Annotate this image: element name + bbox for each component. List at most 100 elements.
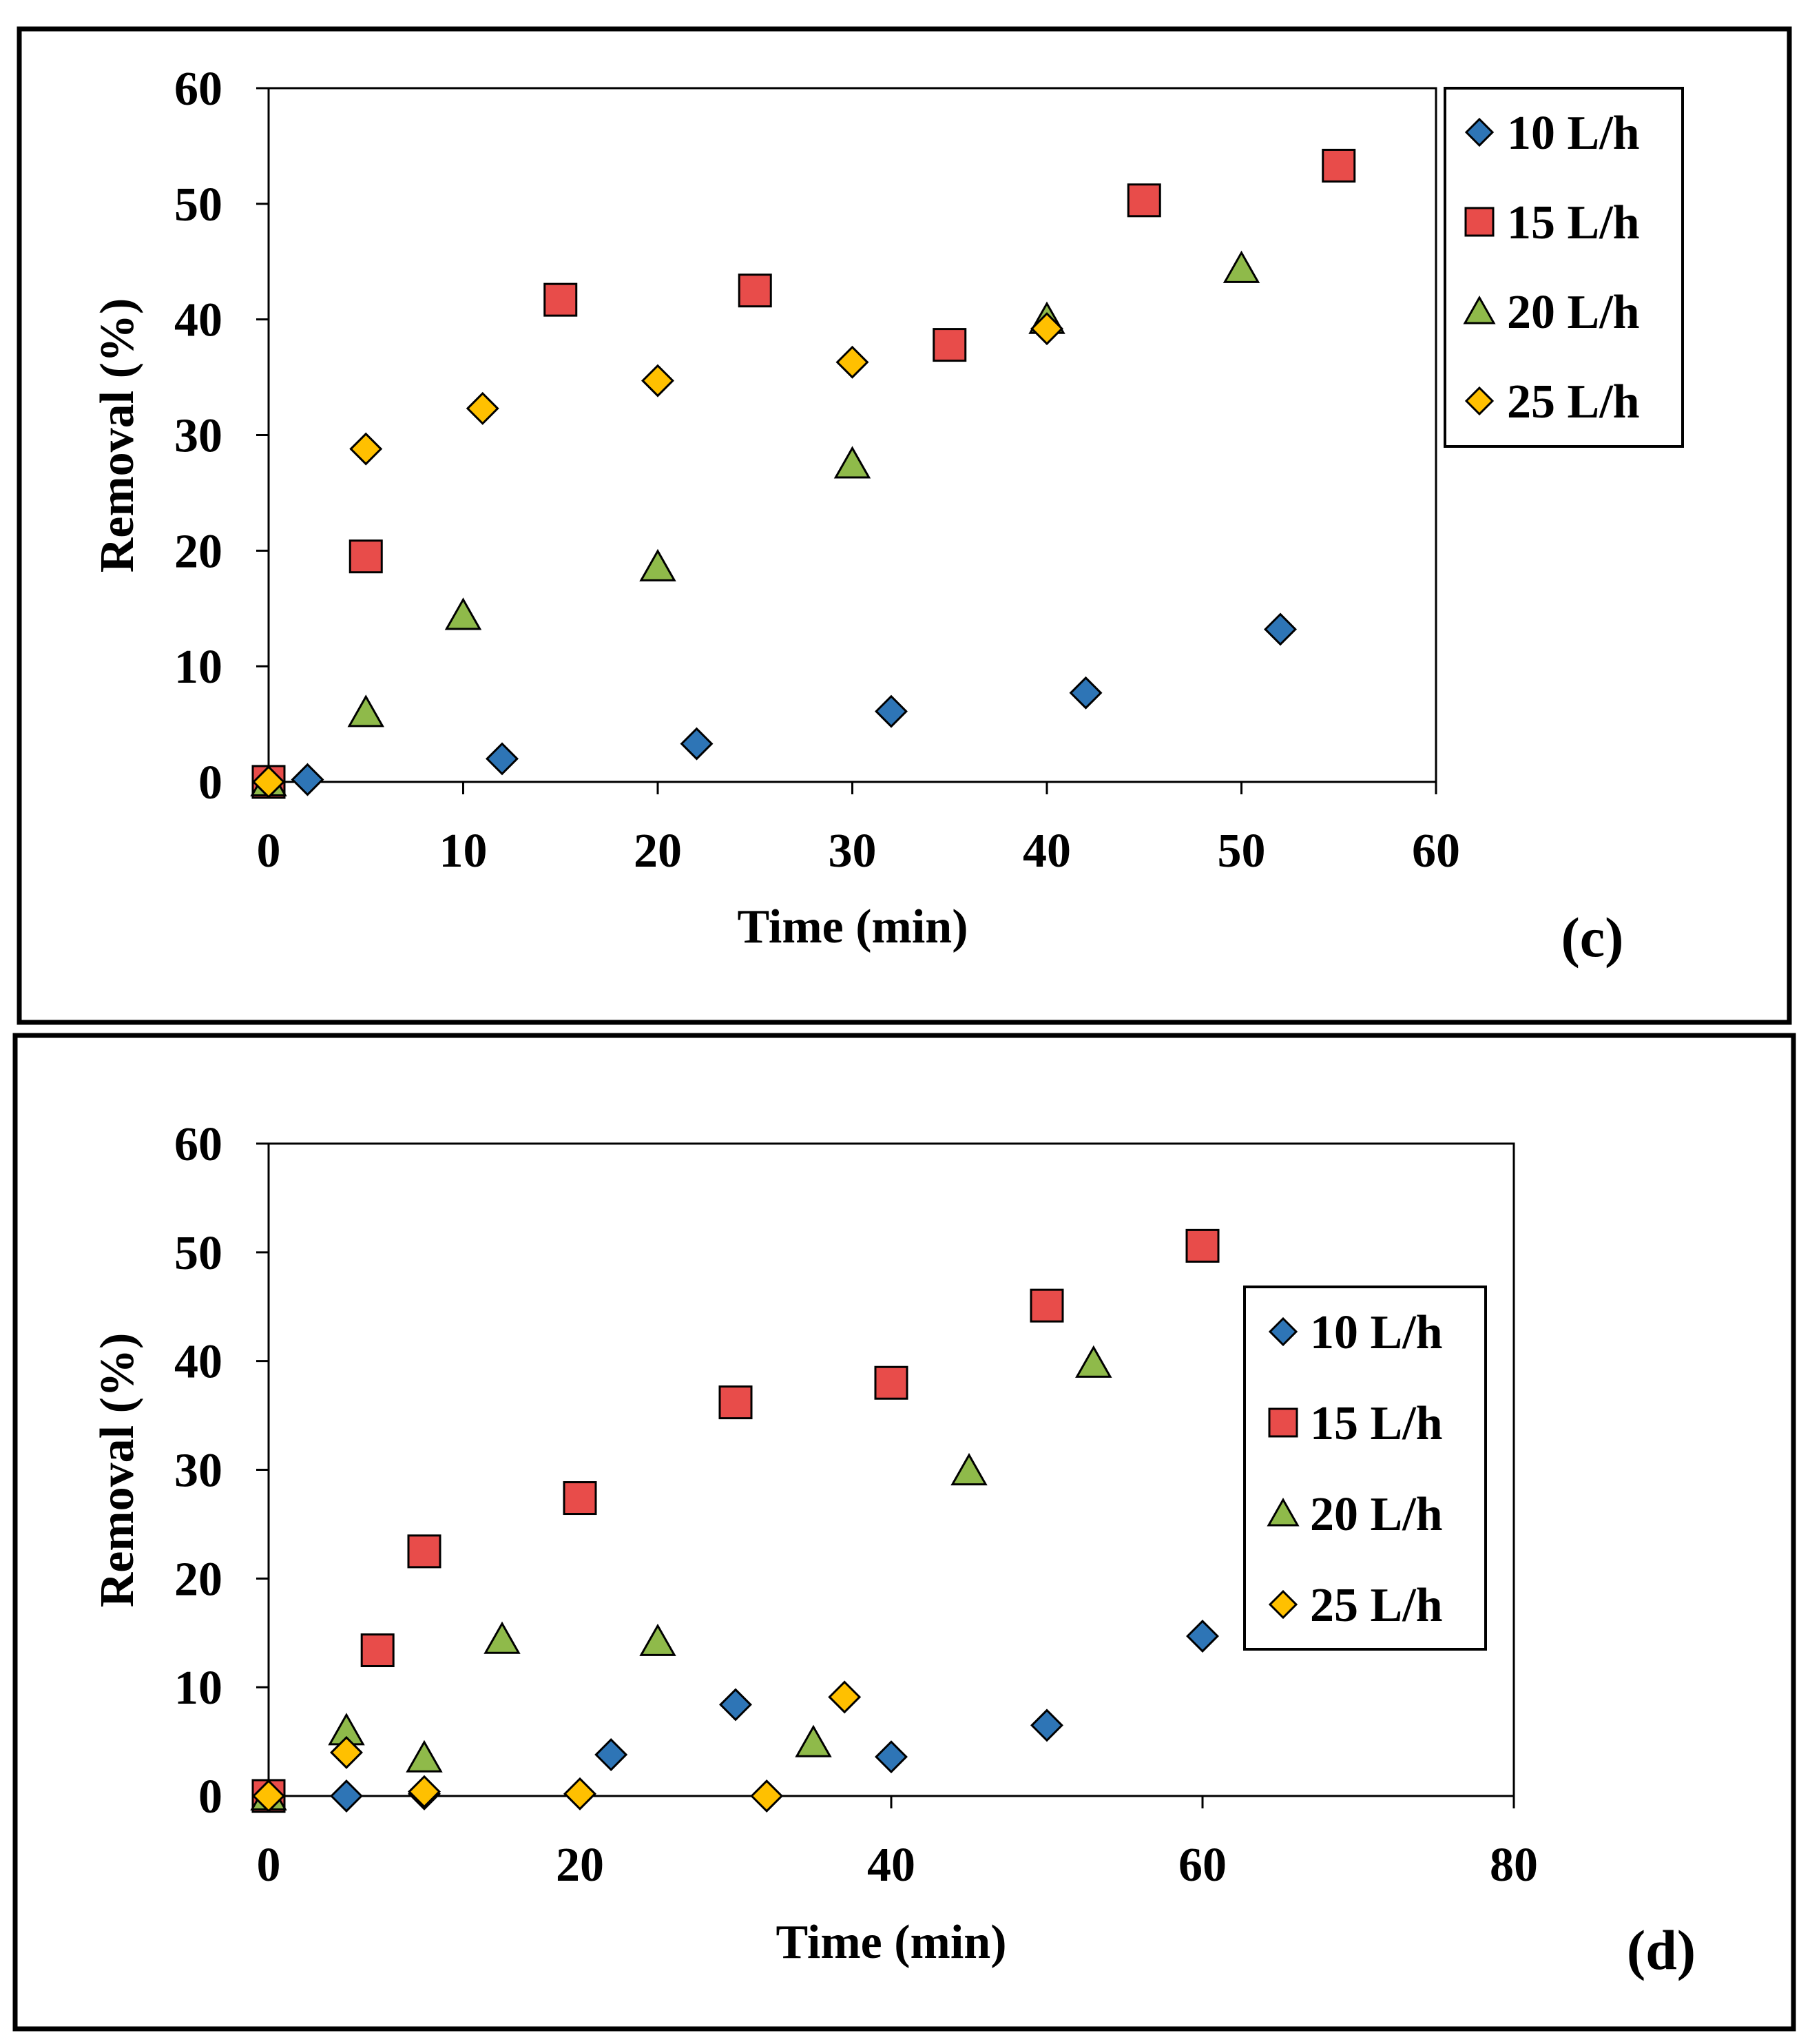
data-point: [1030, 1288, 1064, 1323]
data-point: [1127, 183, 1161, 218]
y-tick-label: 0: [198, 1771, 222, 1824]
data-point: [1030, 1709, 1063, 1742]
panel-c-x-axis-title: Time (min): [737, 900, 968, 953]
y-tick-label: 40: [174, 294, 222, 347]
data-point: [543, 282, 578, 317]
data-point: [1264, 612, 1297, 646]
legend-marker: [1268, 1407, 1298, 1438]
data-point: [875, 1740, 908, 1774]
y-tick-label: 50: [174, 178, 222, 231]
data-point: [1030, 312, 1063, 346]
legend-label: 20 L/h: [1310, 1488, 1443, 1541]
data-point: [950, 1453, 988, 1486]
panel-c-y-axis-title: Removal (%): [91, 298, 144, 573]
data-point: [330, 1779, 363, 1813]
data-point: [1075, 1345, 1112, 1378]
data-point: [874, 1365, 908, 1400]
x-tick-label: 50: [1218, 825, 1266, 878]
data-point: [639, 548, 676, 581]
data-point: [738, 273, 772, 308]
data-point: [1186, 1620, 1219, 1653]
y-tick-label: 10: [174, 641, 222, 694]
data-point: [933, 328, 967, 362]
data-point: [1223, 250, 1260, 283]
panel-c-legend-box: [1444, 87, 1684, 448]
data-point: [719, 1688, 752, 1722]
panel-d-data-points: [250, 1228, 1220, 1813]
data-point: [252, 765, 285, 798]
x-tick-label: 0: [257, 1839, 281, 1892]
panel-c-plot-area: [267, 87, 1437, 783]
data-point: [594, 1738, 628, 1771]
legend-label: 20 L/h: [1507, 286, 1640, 339]
legend-label: 25 L/h: [1507, 375, 1640, 429]
data-point: [718, 1385, 753, 1420]
panel-c-x-ticks: 0 10 20 30 40 50 60: [257, 782, 1460, 878]
data-point: [680, 727, 714, 761]
x-tick-label: 20: [556, 1839, 604, 1892]
y-tick-label: 0: [198, 756, 222, 809]
x-tick-label: 0: [257, 825, 281, 878]
data-point: [1322, 148, 1356, 183]
legend-marker: [1464, 117, 1495, 147]
data-point: [349, 432, 383, 466]
y-tick-label: 60: [174, 1118, 222, 1171]
data-point: [347, 694, 384, 727]
legend-label: 10 L/h: [1507, 107, 1640, 160]
legend-marker: [1267, 1497, 1300, 1527]
legend-marker: [1268, 1589, 1298, 1620]
series-25-l-h: [252, 1680, 862, 1813]
data-point: [750, 1779, 784, 1813]
data-point: [330, 1735, 363, 1769]
data-point: [349, 539, 383, 574]
data-point: [406, 1740, 443, 1773]
x-tick-label: 40: [867, 1839, 915, 1892]
data-point: [875, 694, 908, 728]
x-tick-label: 20: [634, 825, 682, 878]
series-15-l-h: [251, 1228, 1220, 1813]
panel-d-x-axis-title: Time (min): [776, 1916, 1006, 1969]
data-point: [795, 1724, 832, 1757]
data-point: [835, 345, 869, 379]
panel-c-legend: 10 L/h 15 L/h 20 L/h 25 L/h: [1444, 87, 1684, 448]
x-tick-label: 40: [1023, 825, 1071, 878]
data-point: [1185, 1228, 1220, 1263]
panel-d-x-ticks: 0 20 40 60 80: [257, 1796, 1538, 1892]
data-point: [563, 1481, 597, 1516]
data-point: [639, 1623, 676, 1656]
x-tick-label: 60: [1178, 1839, 1227, 1892]
legend-marker: [1464, 386, 1495, 416]
data-point: [252, 1779, 285, 1813]
data-point: [833, 446, 871, 479]
y-tick-label: 30: [174, 1445, 222, 1498]
legend-label: 15 L/h: [1507, 196, 1640, 249]
series-15-l-h: [251, 148, 1356, 799]
legend-label: 10 L/h: [1310, 1306, 1443, 1359]
series-20-l-h: [250, 1345, 1112, 1811]
x-tick-label: 10: [439, 825, 488, 878]
data-point: [828, 1680, 862, 1714]
series-10-l-h: [252, 612, 1297, 798]
panel-d-y-axis-title: Removal (%): [91, 1333, 144, 1608]
y-tick-label: 10: [174, 1662, 222, 1715]
data-point: [444, 597, 482, 630]
series-10-l-h: [252, 1620, 1219, 1813]
data-point: [407, 1534, 441, 1569]
data-point: [360, 1633, 395, 1668]
x-tick-label: 80: [1490, 1839, 1538, 1892]
y-tick-label: 30: [174, 410, 222, 463]
legend-marker: [1464, 207, 1495, 237]
y-tick-label: 40: [174, 1336, 222, 1389]
x-tick-label: 60: [1412, 825, 1460, 878]
data-point: [466, 391, 499, 425]
data-point: [486, 742, 519, 776]
data-point: [291, 763, 324, 796]
y-tick-label: 20: [174, 525, 222, 578]
data-point: [408, 1775, 441, 1808]
chart-panel-d: 0 10 20 30 40 50 60 0 20 40 60 80 Removal (%) Time…: [12, 1033, 1796, 2032]
series-25-l-h: [252, 312, 1063, 798]
panel-c-data-points: [250, 148, 1356, 799]
legend-label: 15 L/h: [1310, 1397, 1443, 1450]
